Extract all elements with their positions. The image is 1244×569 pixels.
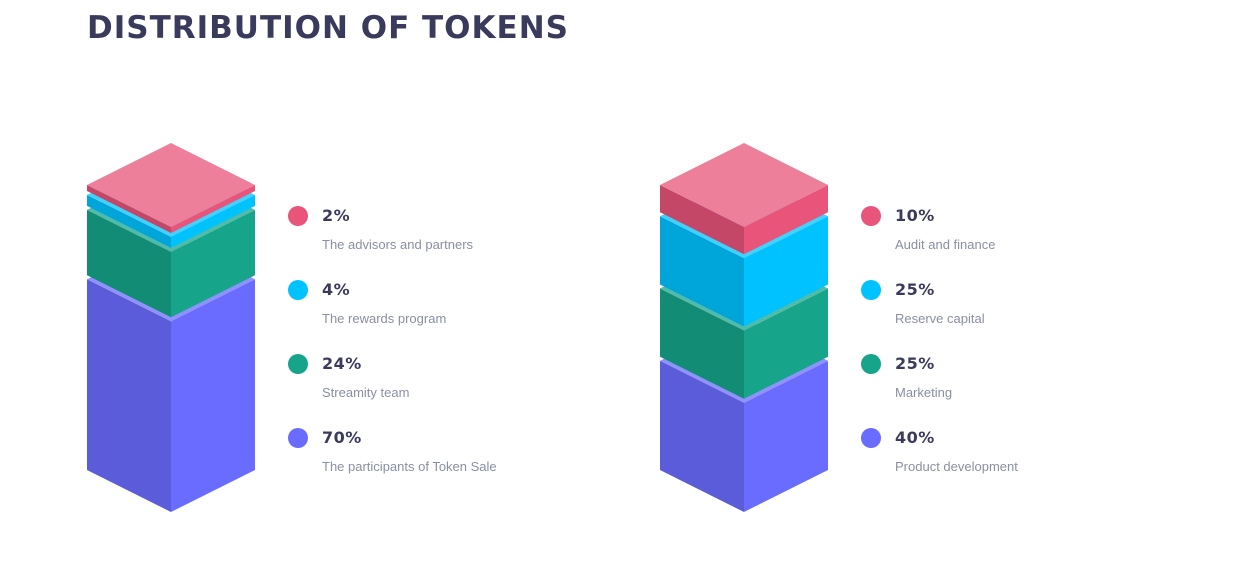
legend-dot-red xyxy=(861,206,881,226)
bar-segment-left-face xyxy=(87,209,171,318)
legend-dot-purple xyxy=(288,428,308,448)
legend-dot-teal xyxy=(861,354,881,374)
bar-segment-left-face xyxy=(660,185,744,255)
bar-segment-right-face xyxy=(744,360,828,512)
bar-segment-right-face xyxy=(744,288,828,399)
legend-value: 40% xyxy=(895,428,935,447)
legend-label: Product development xyxy=(895,459,1018,474)
legend-label: The rewards program xyxy=(322,311,447,326)
legend-value: 24% xyxy=(322,354,362,373)
legend-value: 25% xyxy=(895,280,935,299)
legend-label: The participants of Token Sale xyxy=(322,459,497,474)
bar-segment-right-face xyxy=(171,185,255,233)
legend-value: 70% xyxy=(322,428,362,447)
bar-segment-left-face xyxy=(87,185,171,233)
token-chart-2: 10% Audit and finance 25% Reserve capita… xyxy=(660,140,1180,530)
legend-dot-teal xyxy=(288,354,308,374)
legend-dot-cyan xyxy=(288,280,308,300)
legend-label: Streamity team xyxy=(322,385,410,400)
token-chart-1: 2% The advisors and partners 4% The rewa… xyxy=(87,140,607,530)
bar-segment-left-face xyxy=(660,288,744,399)
bar-segment-top-face xyxy=(660,143,828,227)
bar-segment-left-face xyxy=(87,195,171,248)
legend-dot-cyan xyxy=(861,280,881,300)
bar-segment-right-face xyxy=(171,195,255,248)
bar-segment-right-face xyxy=(744,216,828,327)
bar-segment-left-face xyxy=(660,216,744,327)
legend-value: 10% xyxy=(895,206,935,225)
legend-label: Marketing xyxy=(895,385,953,400)
stacked-3d-bar-2 xyxy=(660,143,828,512)
stacked-3d-bar-1 xyxy=(87,143,255,512)
legend-value: 4% xyxy=(322,280,351,299)
bar-segment-left-face xyxy=(660,360,744,512)
legend-label: The advisors and partners xyxy=(322,237,474,252)
bar-segment-left-face xyxy=(87,279,171,512)
legend-value: 25% xyxy=(895,354,935,373)
bar-segment-top-face xyxy=(87,143,255,227)
legend-label: Reserve capital xyxy=(895,311,985,326)
legend-dot-red xyxy=(288,206,308,226)
legend-value: 2% xyxy=(322,206,351,225)
page-title: DISTRIBUTION OF TOKENS xyxy=(87,10,570,46)
bar-segment-right-face xyxy=(171,209,255,318)
bar-segment-right-face xyxy=(171,279,255,512)
bar-segment-right-face xyxy=(744,185,828,255)
legend-label: Audit and finance xyxy=(895,237,996,252)
legend-dot-purple xyxy=(861,428,881,448)
